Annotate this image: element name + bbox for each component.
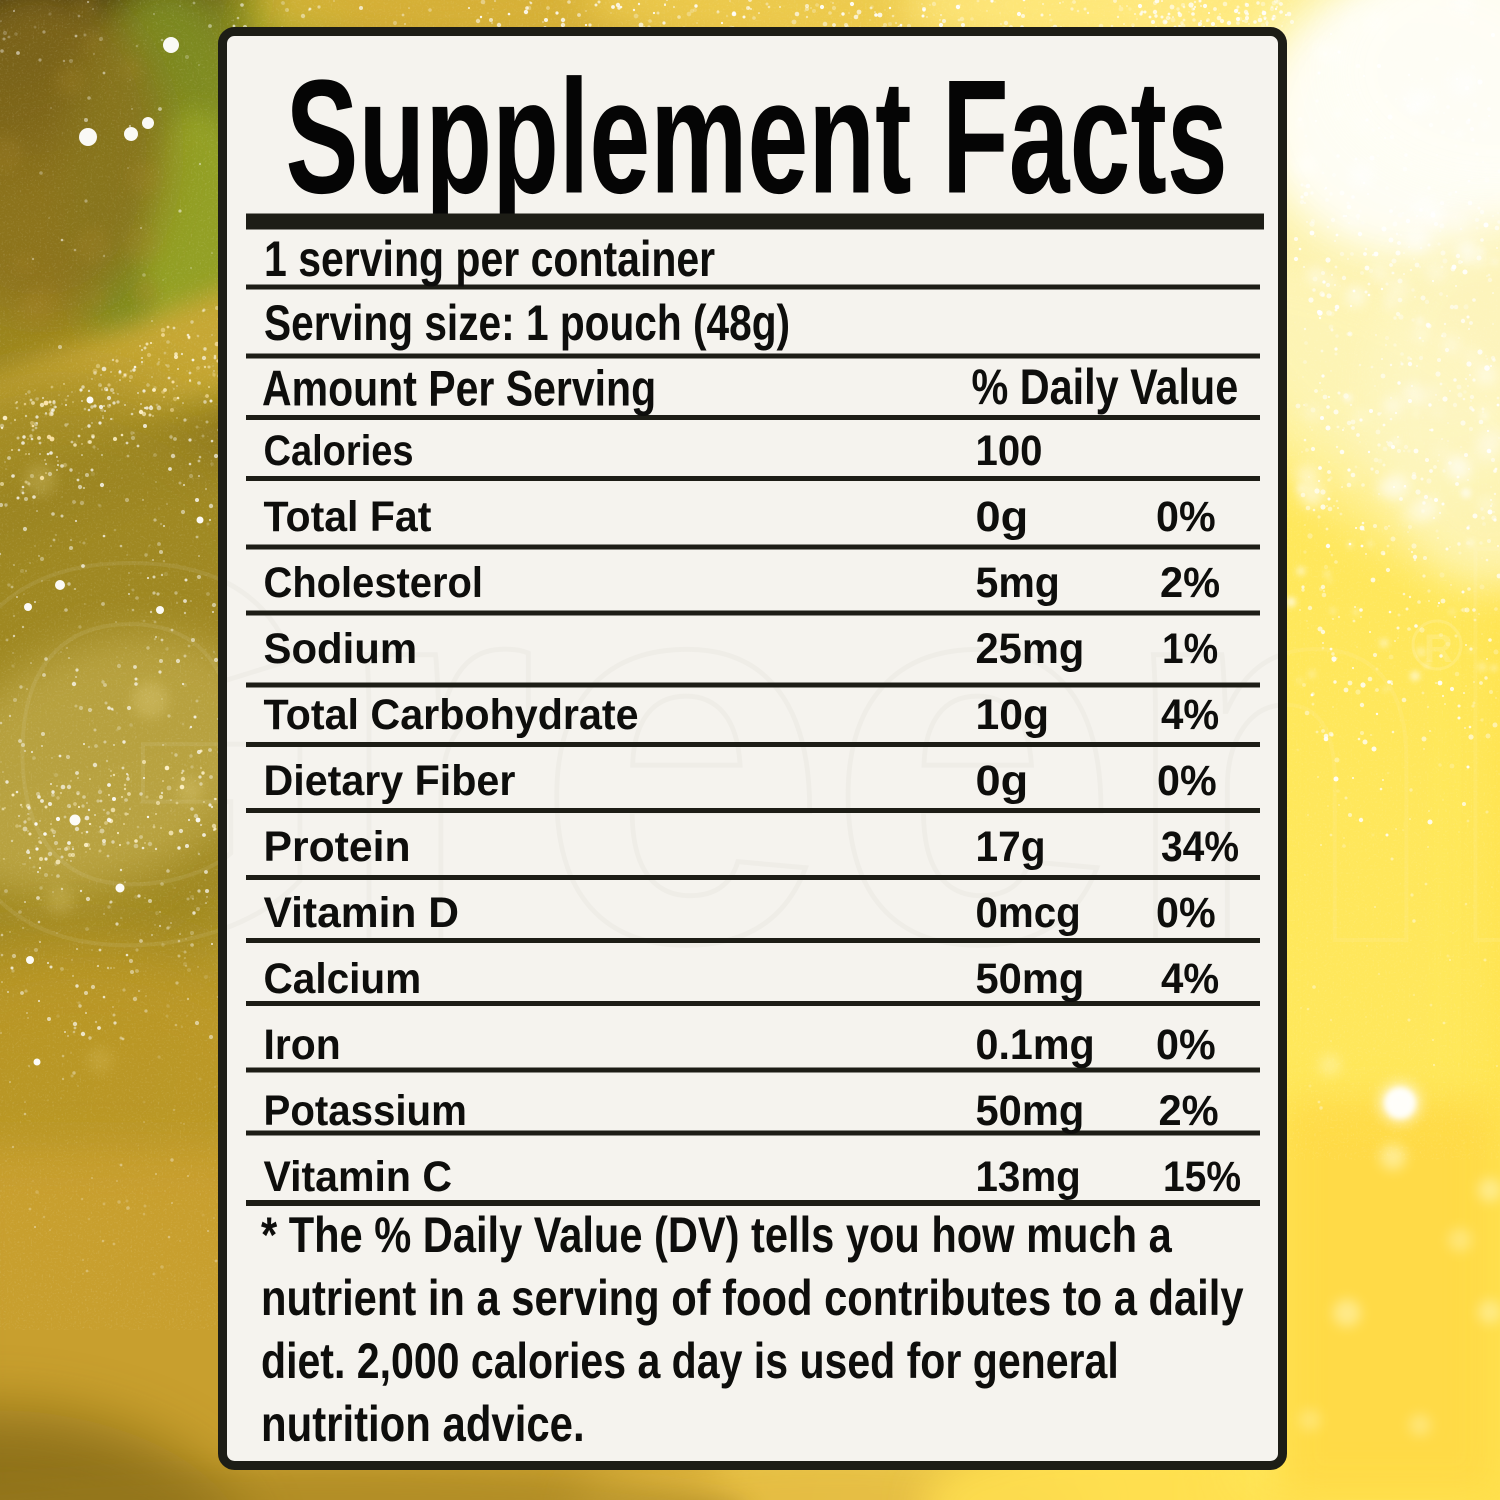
- svg-text:34%: 34%: [1161, 822, 1239, 870]
- svg-text:50mg: 50mg: [976, 954, 1085, 1002]
- svg-text:0mcg: 0mcg: [976, 888, 1081, 936]
- svg-text:Dietary Fiber: Dietary Fiber: [264, 756, 516, 804]
- svg-text:diet. 2,000 calories a day is: diet. 2,000 calories a day is used for g…: [261, 1333, 1119, 1389]
- svg-text:Cholesterol: Cholesterol: [264, 558, 483, 607]
- svg-text:13mg: 13mg: [976, 1152, 1081, 1200]
- svg-text:0g: 0g: [976, 757, 1029, 805]
- svg-text:5mg: 5mg: [976, 558, 1060, 606]
- svg-text:Vitamin C: Vitamin C: [264, 1152, 452, 1200]
- svg-text:0%: 0%: [1156, 888, 1216, 936]
- svg-text:1%: 1%: [1162, 624, 1218, 672]
- svg-text:Potassium: Potassium: [264, 1086, 467, 1135]
- svg-text:0.1mg: 0.1mg: [976, 1020, 1095, 1068]
- svg-text:* The % Daily Value (DV) tells: * The % Daily Value (DV) tells you how m…: [261, 1206, 1172, 1263]
- svg-text:Calories: Calories: [264, 426, 414, 475]
- svg-text:1 serving per container: 1 serving per container: [264, 231, 715, 287]
- svg-text:100: 100: [976, 426, 1043, 475]
- svg-text:Total Fat: Total Fat: [264, 492, 432, 540]
- svg-text:0%: 0%: [1156, 492, 1216, 540]
- svg-text:Total Carbohydrate: Total Carbohydrate: [264, 690, 639, 738]
- svg-text:Sodium: Sodium: [264, 625, 418, 673]
- svg-text:25mg: 25mg: [976, 624, 1085, 672]
- svg-text:nutrition advice.: nutrition advice.: [261, 1395, 585, 1451]
- svg-text:4%: 4%: [1161, 954, 1219, 1003]
- svg-text:0%: 0%: [1156, 1020, 1216, 1068]
- svg-text:Iron: Iron: [264, 1020, 341, 1068]
- svg-text:Calcium: Calcium: [264, 954, 422, 1002]
- svg-text:50mg: 50mg: [976, 1086, 1085, 1134]
- svg-text:10g: 10g: [976, 691, 1050, 739]
- svg-text:nutrient in a serving of food: nutrient in a serving of food contribute…: [261, 1269, 1244, 1325]
- svg-text:Amount Per Serving: Amount Per Serving: [262, 361, 656, 417]
- svg-text:0%: 0%: [1157, 756, 1217, 804]
- svg-text:Vitamin D: Vitamin D: [264, 889, 459, 937]
- svg-text:2%: 2%: [1160, 558, 1220, 606]
- svg-text:Serving size: 1 pouch (48g): Serving size: 1 pouch (48g): [264, 295, 790, 351]
- svg-text:15%: 15%: [1163, 1152, 1241, 1200]
- svg-text:17g: 17g: [976, 822, 1046, 870]
- svg-text:% Daily Value: % Daily Value: [972, 358, 1239, 415]
- svg-text:0g: 0g: [976, 493, 1029, 541]
- svg-text:4%: 4%: [1161, 690, 1219, 739]
- svg-text:Protein: Protein: [264, 823, 411, 871]
- svg-text:2%: 2%: [1159, 1086, 1219, 1134]
- svg-text:Supplement Facts: Supplement Facts: [286, 47, 1228, 227]
